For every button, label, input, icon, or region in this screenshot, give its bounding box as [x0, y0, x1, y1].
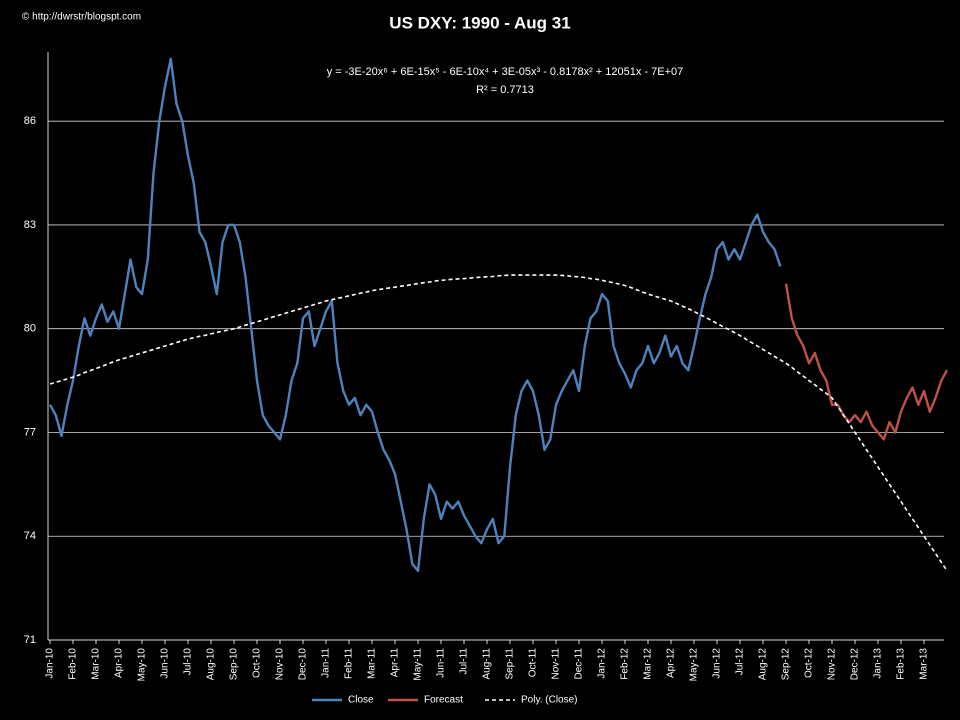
- legend-label: Forecast: [424, 695, 463, 706]
- x-tick-label: May-10: [137, 648, 148, 682]
- x-tick-label: Jul-10: [183, 648, 194, 676]
- x-tick-label: Jun-12: [712, 648, 723, 679]
- x-tick-label: Aug-12: [758, 648, 769, 681]
- y-tick-label: 71: [24, 634, 36, 646]
- x-tick-label: Aug-11: [482, 648, 493, 680]
- x-tick-label: Jan-10: [45, 648, 56, 679]
- x-tick-label: Dec-12: [850, 648, 861, 681]
- x-tick-label: Mar-12: [643, 648, 654, 680]
- x-tick-label: Feb-13: [896, 648, 907, 680]
- x-tick-label: Nov-11: [551, 648, 562, 680]
- legend-label: Poly. (Close): [521, 695, 578, 706]
- x-tick-label: Feb-12: [620, 648, 631, 680]
- series-line: [48, 57, 782, 572]
- x-tick-label: Aug-10: [206, 648, 217, 681]
- x-tick-label: Mar-10: [91, 648, 102, 680]
- trend-equation: y = -3E-20x⁶ + 6E-15x⁵ - 6E-10x⁴ + 3E-05…: [327, 66, 684, 78]
- y-tick-label: 83: [24, 219, 36, 231]
- x-tick-label: Apr-12: [666, 648, 677, 678]
- x-tick-label: Oct-12: [804, 648, 815, 678]
- x-tick-label: Mar-13: [919, 648, 930, 680]
- series-line: [49, 274, 948, 572]
- x-tick-label: May-11: [413, 648, 424, 681]
- x-tick-label: Feb-11: [344, 648, 355, 679]
- y-tick-label: 77: [24, 426, 36, 438]
- x-tick-label: Oct-10: [252, 648, 263, 678]
- x-tick-label: Apr-10: [114, 648, 125, 678]
- x-tick-label: Dec-11: [574, 648, 585, 680]
- legend-label: Close: [348, 695, 374, 706]
- x-tick-label: Jul-12: [735, 648, 746, 676]
- x-tick-label: Mar-11: [367, 648, 378, 679]
- x-tick-label: May-12: [689, 648, 700, 682]
- x-tick-label: Jul-11: [459, 648, 470, 675]
- chart-title: US DXY: 1990 - Aug 31: [389, 13, 570, 32]
- x-tick-label: Dec-10: [298, 648, 309, 681]
- x-tick-label: Sep-11: [505, 648, 516, 680]
- x-tick-label: Sep-12: [781, 648, 792, 681]
- x-tick-label: Sep-10: [229, 648, 240, 681]
- x-tick-label: Nov-10: [275, 648, 286, 681]
- trend-r-squared: R² = 0.7713: [476, 84, 534, 96]
- y-tick-label: 74: [24, 530, 36, 542]
- x-tick-label: Jan-12: [597, 648, 608, 679]
- series-line: [784, 283, 949, 441]
- x-tick-label: Jan-11: [321, 648, 332, 678]
- x-tick-label: Apr-11: [390, 648, 401, 678]
- y-tick-label: 86: [24, 115, 36, 127]
- x-tick-label: Nov-12: [827, 648, 838, 681]
- x-tick-label: Jun-11: [436, 648, 447, 678]
- y-tick-label: 80: [24, 323, 36, 335]
- watermark: © http://dwrstr/blogspt.com: [22, 12, 141, 23]
- x-tick-label: Jun-10: [160, 648, 171, 679]
- x-tick-label: Jan-13: [873, 648, 884, 679]
- x-tick-label: Feb-10: [68, 648, 79, 680]
- x-tick-label: Oct-11: [528, 648, 539, 678]
